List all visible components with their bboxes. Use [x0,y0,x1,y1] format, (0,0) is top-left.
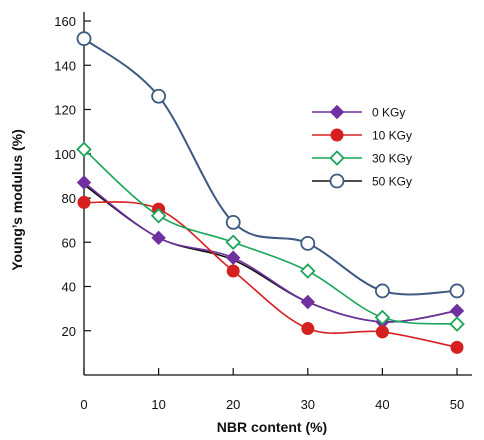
series-3-point [76,31,92,47]
trend-line [83,184,458,323]
legend-label: 10 KGy [372,129,412,143]
y-axis-title: Young’s modulus (%) [9,129,25,271]
y-tick-label: 120 [54,103,76,118]
x-tick-label: 0 [80,397,87,412]
x-tick-label: 20 [226,397,240,412]
x-tick-label: 30 [301,397,315,412]
series-2-point [300,263,316,279]
y-tick-label: 140 [54,58,76,73]
legend: 0 KGy 10 KGy 30 KGy 50 KGy [312,104,412,189]
y-tick-label: 160 [54,14,76,29]
series-0-point [76,175,92,190]
series-0-point [225,250,241,265]
series-1-point [77,195,91,209]
legend-marker [329,150,345,166]
series-2-point [150,207,167,224]
legend-marker [329,173,345,189]
axes [83,12,472,376]
y-tick-label: 20 [62,324,76,339]
x-tick-label: 50 [450,397,464,412]
x-ticks: 0 10 20 30 40 50 [80,368,464,412]
x-tick-label: 10 [151,397,165,412]
y-tick-label: 80 [62,191,76,206]
y-tick-label: 60 [62,235,76,250]
series-3-point [300,235,316,251]
series-line-1 [83,201,458,349]
legend-label: 50 KGy [372,175,412,189]
series-3-point [374,283,390,299]
series-0-point [151,230,166,246]
series-0-point [300,294,316,310]
y-tick-label: 100 [54,147,76,162]
series-1-point [375,325,389,339]
y-ticks: 20 40 60 80 100 120 140 160 [54,14,91,339]
legend-label: 30 KGy [372,152,412,166]
series-3-point [225,214,241,230]
series-3-point [151,88,167,104]
series-2-point [76,141,92,158]
series-2-point [225,234,241,251]
legend-marker [330,128,344,142]
legend-label: 0 KGy [372,106,405,120]
series-2-point [374,309,391,326]
y-tick-label: 40 [62,280,76,295]
series-1-point [450,340,464,354]
series-layer [76,31,465,354]
series-2-point [449,316,465,332]
series-1-point [301,322,315,336]
x-tick-label: 40 [375,397,389,412]
series-0-point [449,303,465,319]
series-1-point [226,264,240,278]
x-axis-title: NBR content (%) [217,419,327,435]
series-3-point [449,283,465,299]
legend-marker [329,104,345,120]
